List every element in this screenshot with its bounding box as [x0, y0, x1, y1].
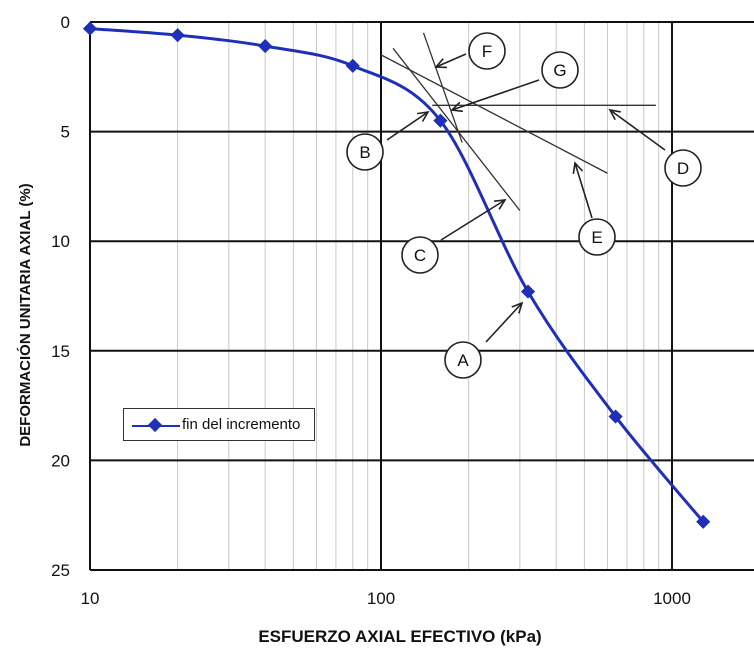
- legend-marker: [147, 417, 163, 433]
- annotation-arrowhead: [608, 108, 621, 121]
- x-axis-label: ESFUERZO AXIAL EFECTIVO (kPa): [258, 627, 541, 646]
- annotation-label-a: A: [457, 351, 469, 370]
- annotation-label-f: F: [482, 42, 492, 61]
- annotation-circle-f: [468, 32, 506, 70]
- legend: fin del incremento: [123, 408, 315, 441]
- major-gridlines: [89, 21, 754, 571]
- annotation-arrow-c: [440, 199, 506, 241]
- y-tick-label: 25: [51, 561, 70, 580]
- annotation-label-c: C: [414, 246, 426, 265]
- annotation-arrow-b: [386, 111, 429, 141]
- annotation-arrowhead: [417, 110, 430, 122]
- x-tick-labels: 10 100 1000: [81, 589, 691, 608]
- x-tick-label: 1000: [653, 589, 691, 608]
- annotation-circle-d: [664, 149, 702, 187]
- annotation-arrowhead: [493, 199, 507, 210]
- series-fin-del-incremento: [82, 21, 711, 529]
- annotation-label-d: D: [677, 159, 689, 178]
- annotation-arrow-d: [609, 109, 666, 151]
- annotation-circle-e: [578, 218, 616, 256]
- annotation-circle-a: [444, 341, 482, 379]
- minor-gridlines: [177, 22, 660, 570]
- data-point: [258, 39, 273, 54]
- x-tick-label: 10: [81, 589, 100, 608]
- data-point: [696, 514, 711, 529]
- construction-lines: [380, 32, 656, 211]
- annotation-label-b: B: [359, 143, 370, 162]
- annotation-arrow-e: [574, 162, 593, 219]
- construction-line-c: [392, 47, 521, 211]
- construction-line-e: [380, 54, 608, 174]
- y-tick-labels: 0 5 10 15 20 25: [51, 13, 70, 580]
- data-point: [345, 58, 360, 73]
- annotation-arrow-f: [435, 53, 467, 68]
- data-point: [433, 113, 448, 128]
- data-point: [608, 409, 623, 424]
- y-tick-label: 5: [61, 123, 70, 142]
- annotation-label-e: E: [591, 228, 602, 247]
- data-point: [520, 284, 536, 299]
- y-tick-label: 15: [51, 342, 70, 361]
- annotation-circle-b: [346, 133, 384, 171]
- x-tick-label: 100: [367, 589, 395, 608]
- construction-line-f: [422, 32, 463, 143]
- y-tick-label: 10: [51, 232, 70, 251]
- annotation-arrowhead: [511, 301, 524, 314]
- series-line: [89, 27, 705, 523]
- annotation-arrow-a: [485, 302, 523, 343]
- data-point: [82, 21, 98, 36]
- annotation-arrowhead: [450, 101, 464, 113]
- annotations: A B C D E F G: [346, 32, 702, 379]
- y-tick-label: 0: [61, 13, 70, 32]
- annotation-arrowhead: [572, 161, 584, 174]
- annotation-circle-c: [401, 236, 439, 274]
- y-axis-label: DEFORMACIÓN UNITARIA AXIAL (%): [16, 183, 34, 446]
- annotation-arrow-g: [451, 79, 540, 111]
- annotation-label-g: G: [553, 61, 566, 80]
- y-tick-label: 20: [51, 451, 70, 470]
- annotation-arrowhead: [434, 58, 448, 69]
- data-point: [170, 28, 185, 43]
- legend-label: fin del incremento: [182, 416, 301, 433]
- annotation-circle-g: [541, 51, 579, 89]
